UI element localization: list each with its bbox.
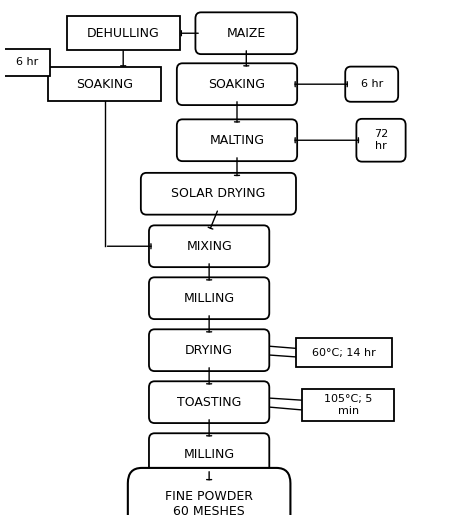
Text: DEHULLING: DEHULLING bbox=[87, 27, 160, 40]
FancyBboxPatch shape bbox=[177, 63, 297, 105]
Text: MAIZE: MAIZE bbox=[227, 27, 266, 40]
FancyBboxPatch shape bbox=[149, 329, 269, 371]
FancyBboxPatch shape bbox=[345, 67, 398, 102]
FancyBboxPatch shape bbox=[295, 339, 392, 367]
FancyBboxPatch shape bbox=[302, 389, 394, 421]
Text: 60°C; 14 hr: 60°C; 14 hr bbox=[312, 348, 376, 358]
Text: MILLING: MILLING bbox=[183, 448, 235, 461]
Text: TOASTING: TOASTING bbox=[177, 396, 241, 409]
Text: SOAKING: SOAKING bbox=[76, 77, 133, 90]
Text: 72
hr: 72 hr bbox=[374, 129, 388, 151]
FancyBboxPatch shape bbox=[48, 68, 161, 101]
FancyBboxPatch shape bbox=[67, 17, 180, 50]
FancyBboxPatch shape bbox=[356, 119, 406, 162]
FancyBboxPatch shape bbox=[195, 12, 297, 54]
FancyBboxPatch shape bbox=[149, 277, 269, 319]
Text: MIXING: MIXING bbox=[186, 240, 232, 253]
Text: DRYING: DRYING bbox=[185, 344, 233, 357]
FancyBboxPatch shape bbox=[4, 49, 50, 76]
Text: MILLING: MILLING bbox=[183, 292, 235, 305]
Text: FINE POWDER
60 MESHES: FINE POWDER 60 MESHES bbox=[165, 490, 253, 517]
Text: 105°C; 5
min: 105°C; 5 min bbox=[324, 395, 373, 416]
FancyBboxPatch shape bbox=[149, 225, 269, 267]
FancyBboxPatch shape bbox=[128, 468, 291, 520]
Text: SOLAR DRYING: SOLAR DRYING bbox=[171, 187, 265, 200]
FancyBboxPatch shape bbox=[149, 433, 269, 475]
Text: 6 hr: 6 hr bbox=[361, 79, 383, 89]
Text: 6 hr: 6 hr bbox=[16, 57, 38, 67]
FancyBboxPatch shape bbox=[141, 173, 296, 215]
Text: SOAKING: SOAKING bbox=[209, 77, 265, 90]
FancyBboxPatch shape bbox=[149, 381, 269, 423]
FancyBboxPatch shape bbox=[177, 120, 297, 161]
Text: MALTING: MALTING bbox=[210, 134, 264, 147]
